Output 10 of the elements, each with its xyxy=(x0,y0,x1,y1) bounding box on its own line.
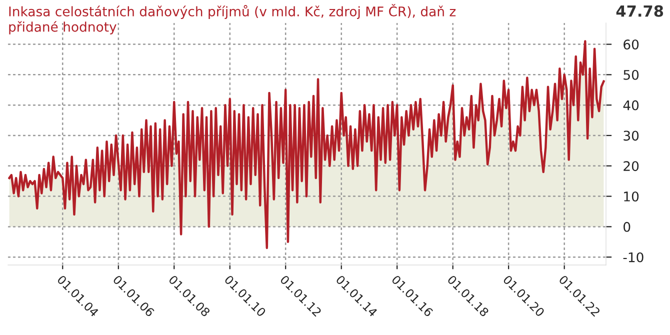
y-tick-label: 20 xyxy=(624,161,639,172)
text: 47.78 xyxy=(616,5,664,17)
y-tick-label: 40 xyxy=(623,100,639,110)
y-tick-label: 60 xyxy=(624,40,639,50)
y-tick-label: 50 xyxy=(624,70,639,80)
y-tick-label: 10 xyxy=(624,192,639,202)
y-tick-label: -10 xyxy=(623,252,644,262)
y-tick-label: 30 xyxy=(624,130,639,141)
y-tick-label: 0 xyxy=(624,222,630,232)
chart-title: Inkasa celostátních daňových příjmů (v mld. Kč, zdroj MF ČR), daň z přidané hodnoty xyxy=(9,4,456,34)
